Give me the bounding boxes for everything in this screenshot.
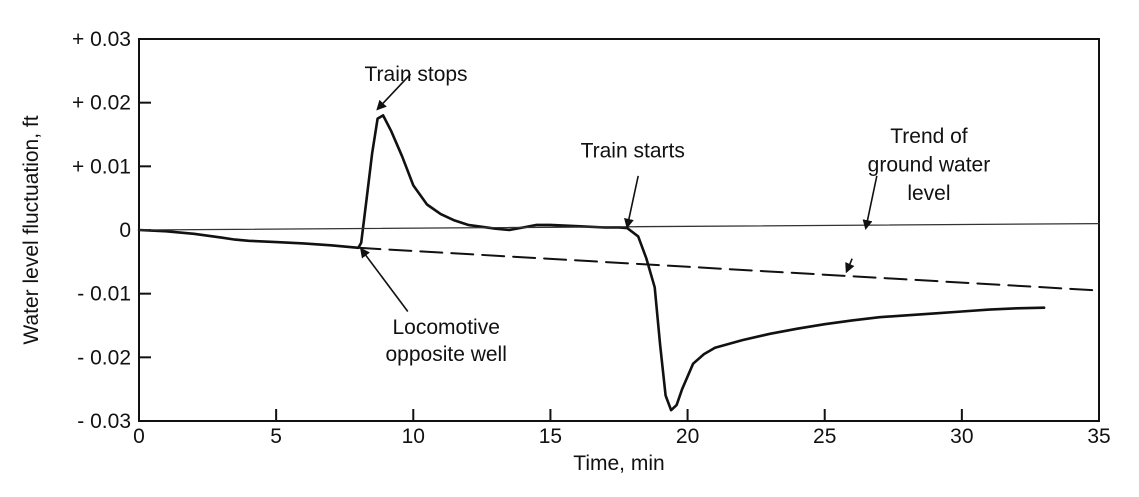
x-axis-ticks: 0 5 10 15 20 25 30 35 bbox=[133, 409, 1111, 448]
series-layer bbox=[137, 114, 1100, 412]
x-tick-label: 20 bbox=[676, 425, 699, 448]
annotation-text: Trend of bbox=[890, 125, 968, 148]
annotation-text: Train starts bbox=[581, 139, 685, 162]
x-tick-label: 30 bbox=[950, 425, 973, 448]
series-line-dashed bbox=[357, 246, 1100, 292]
x-tick-label: 5 bbox=[270, 425, 282, 448]
y-tick-label: + 0.03 bbox=[72, 28, 131, 51]
x-tick-label: 35 bbox=[1087, 425, 1110, 448]
x-tick-label: 0 bbox=[133, 425, 145, 448]
annotation-arrow bbox=[376, 73, 412, 111]
y-tick-label: 0 bbox=[119, 219, 131, 242]
y-axis-title: Water level fluctuation, ft bbox=[20, 115, 43, 344]
y-tick-label: + 0.01 bbox=[72, 155, 131, 178]
y-tick-label: - 0.03 bbox=[77, 410, 131, 433]
series-line-thin bbox=[138, 222, 1100, 231]
annotation-layer: Train stops Train starts Trend of ground wa… bbox=[359, 63, 991, 366]
y-tick-label: - 0.01 bbox=[77, 283, 131, 306]
x-tick-label: 25 bbox=[813, 425, 836, 448]
annotation-text: ground water bbox=[868, 153, 991, 176]
annotation-arrow bbox=[845, 258, 855, 274]
annotation-text: Train stops bbox=[364, 63, 467, 86]
x-tick-label: 10 bbox=[402, 425, 425, 448]
x-axis-title: Time, min bbox=[573, 452, 664, 475]
plot-frame bbox=[138, 38, 1100, 422]
annotation-text: Locomotive bbox=[393, 316, 500, 339]
y-tick-label: - 0.02 bbox=[77, 346, 131, 369]
series-line-solid bbox=[137, 114, 1046, 412]
annotation-arrow bbox=[624, 175, 639, 229]
annotation-arrow bbox=[359, 247, 409, 312]
annotation-arrow bbox=[862, 175, 878, 231]
x-tick-label: 15 bbox=[539, 425, 562, 448]
annotation-text: level bbox=[907, 182, 950, 205]
y-tick-label: + 0.02 bbox=[72, 92, 131, 115]
annotation-text: opposite well bbox=[385, 343, 506, 366]
y-axis-ticks: + 0.03 + 0.02 + 0.01 0 - 0.01 - 0.02 - 0.03 bbox=[72, 28, 151, 433]
